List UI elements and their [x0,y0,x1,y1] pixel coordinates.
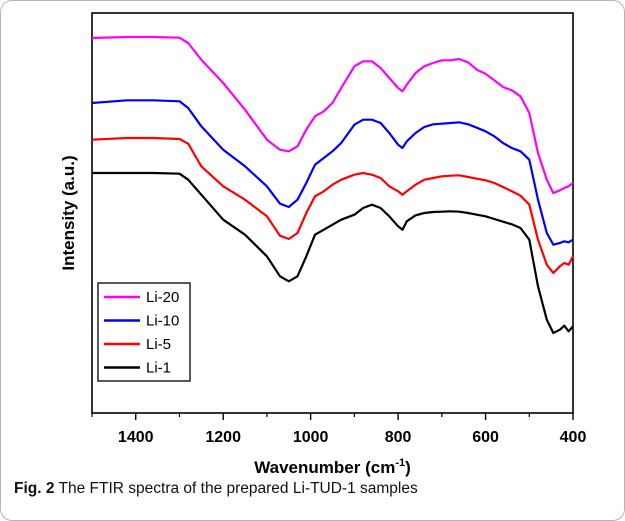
x-tick-label-600: 600 [472,429,499,446]
x-tick-label-1400: 1400 [118,429,154,446]
x-tick-label-1200: 1200 [205,429,241,446]
series-layer [91,35,574,335]
legend-box [97,282,191,382]
x-tick-label-800: 800 [385,429,412,446]
x-axis-label-sup: -1 [395,457,405,469]
series-line-li-1 [92,171,574,335]
x-axis-label: Wavenumber (cm-1) [254,457,411,477]
legend-label-li-10: Li-10 [146,313,179,330]
x-tick-label-1000: 1000 [293,429,329,446]
series-line-li-5 [91,136,574,275]
legend: Li-20 Li-10 Li-5 Li-1 [97,282,191,382]
caption-text: The FTIR spectra of the prepared Li-TUD-… [58,480,418,497]
figure-caption: Fig. 2 The FTIR spectra of the prepared … [14,480,614,498]
legend-label-li-20: Li-20 [146,289,179,306]
series-line-li-10 [91,99,574,246]
legend-label-li-1: Li-1 [146,360,171,377]
axes: 1400 1200 1000 800 600 400 [91,12,587,446]
legend-label-li-5: Li-5 [146,336,171,353]
x-axis-label-main: Wavenumber (cm [254,458,395,477]
y-axis-label: Intensity (a.u.) [59,155,78,270]
x-tick-label-400: 400 [560,429,587,446]
caption-label: Fig. 2 [14,480,55,497]
series-line-li-20 [91,35,574,195]
plot-frame [91,12,574,414]
x-axis-label-close: ) [405,458,411,477]
